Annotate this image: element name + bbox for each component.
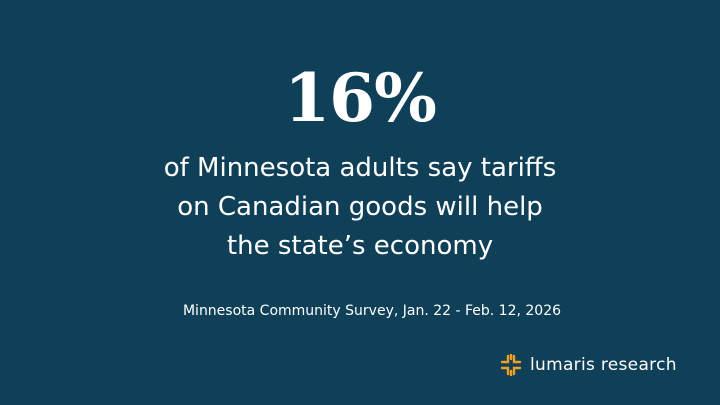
description-line: on Canadian goods will help [177, 192, 543, 222]
source-note: Minnesota Community Survey, Jan. 22 - Fe… [182, 303, 562, 319]
brand-icon [500, 354, 522, 376]
brand-logo: lumaris research [500, 352, 677, 378]
description: of Minnesota adults say tariffs on Canad… [0, 149, 720, 266]
headline-stat: 16% [284, 59, 437, 137]
description-line: the state’s economy [226, 231, 494, 261]
brand-name: lumaris research [530, 355, 677, 375]
description-line: of Minnesota adults say tariffs [163, 153, 557, 183]
